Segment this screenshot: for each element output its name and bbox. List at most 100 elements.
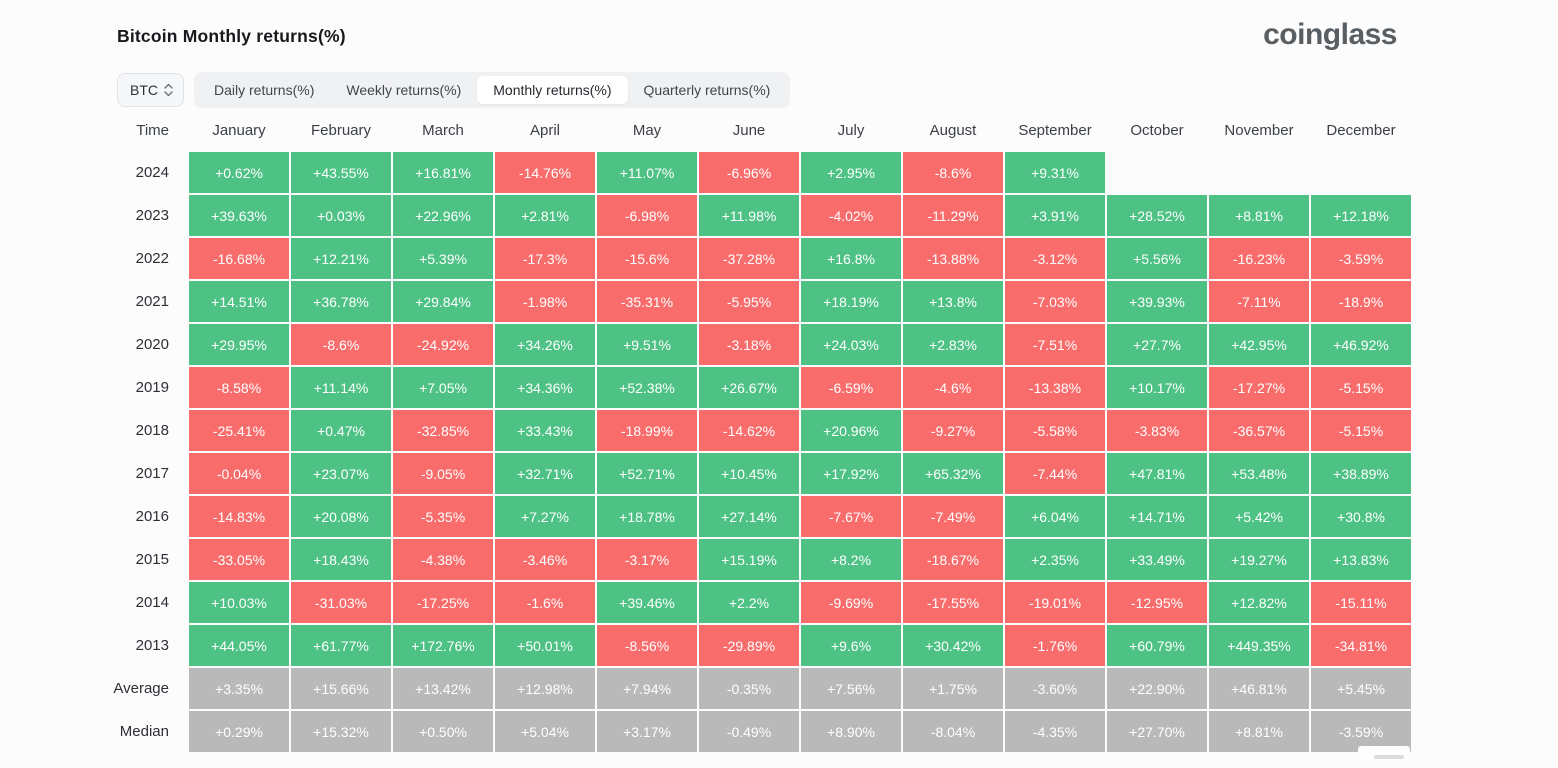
return-cell: -8.58% <box>189 367 289 408</box>
return-cell: +1.75% <box>903 668 1003 709</box>
return-cell: -4.38% <box>393 539 493 580</box>
month-column-header: July <box>837 121 865 139</box>
return-cell: +6.04% <box>1005 496 1105 537</box>
table-row: 2014 +10.03% -31.03% -17.25% -1.6% +39.46% +2.… <box>72 582 1411 623</box>
return-cell: -35.31% <box>597 281 697 322</box>
return-cell: +18.78% <box>597 496 697 537</box>
return-cell: -8.6% <box>291 324 391 365</box>
tab-quarterly[interactable]: Quarterly returns(%) <box>628 76 787 104</box>
return-cell: -1.98% <box>495 281 595 322</box>
return-cell <box>1311 152 1411 193</box>
return-cell: +12.98% <box>495 668 595 709</box>
return-cell: -7.44% <box>1005 453 1105 494</box>
return-cell <box>1209 152 1309 193</box>
return-cell: -5.95% <box>699 281 799 322</box>
return-cell: +44.05% <box>189 625 289 666</box>
row-label: 2013 <box>135 637 169 654</box>
return-cell: -3.12% <box>1005 238 1105 279</box>
return-cell: +5.45% <box>1311 668 1411 709</box>
return-cell: +12.82% <box>1209 582 1309 623</box>
return-cell: +5.56% <box>1107 238 1207 279</box>
return-cell: +7.05% <box>393 367 493 408</box>
month-column-header: March <box>422 121 464 139</box>
return-cell: -14.83% <box>189 496 289 537</box>
return-cell: +0.47% <box>291 410 391 451</box>
table-row: 2017 -0.04% +23.07% -9.05% +32.71% +52.71% +10… <box>72 453 1411 494</box>
month-column-header: April <box>529 121 560 139</box>
return-cell: +29.95% <box>189 324 289 365</box>
return-cell: -9.27% <box>903 410 1003 451</box>
return-cell: +3.91% <box>1005 195 1105 236</box>
return-cell: -6.59% <box>801 367 901 408</box>
return-cell: +26.67% <box>699 367 799 408</box>
return-cell: -16.23% <box>1209 238 1309 279</box>
return-cell: -5.35% <box>393 496 493 537</box>
return-cell: -14.62% <box>699 410 799 451</box>
return-cell: +13.83% <box>1311 539 1411 580</box>
return-cell: -33.05% <box>189 539 289 580</box>
return-cell: +14.51% <box>189 281 289 322</box>
return-cell: -8.56% <box>597 625 697 666</box>
return-cell: +11.14% <box>291 367 391 408</box>
row-label: 2014 <box>135 594 169 611</box>
return-cell: -34.81% <box>1311 625 1411 666</box>
month-column-header: May <box>632 121 662 139</box>
row-label: 2018 <box>135 422 169 439</box>
return-cell: +19.27% <box>1209 539 1309 580</box>
return-cell: -16.68% <box>189 238 289 279</box>
return-cell: -11.29% <box>903 195 1003 236</box>
row-label: Average <box>113 680 169 697</box>
return-cell: +52.38% <box>597 367 697 408</box>
return-cell: +12.18% <box>1311 195 1411 236</box>
return-cell: -3.18% <box>699 324 799 365</box>
month-column-header: January <box>212 121 266 139</box>
tab-weekly[interactable]: Weekly returns(%) <box>330 76 477 104</box>
return-cell: -6.98% <box>597 195 697 236</box>
return-cell: -0.35% <box>699 668 799 709</box>
return-cell: -15.6% <box>597 238 697 279</box>
return-cell: -13.88% <box>903 238 1003 279</box>
return-cell: +5.42% <box>1209 496 1309 537</box>
tab-daily[interactable]: Daily returns(%) <box>198 76 330 104</box>
symbol-select[interactable]: BTC <box>117 73 184 107</box>
return-cell: -13.38% <box>1005 367 1105 408</box>
month-column-header: November <box>1224 121 1294 139</box>
table-row: 2024 +0.62% +43.55% +16.81% -14.76% +11.07% -6… <box>72 152 1411 193</box>
table-row: 2021 +14.51% +36.78% +29.84% -1.98% -35.31% -5… <box>72 281 1411 322</box>
returns-period-tabs: Daily returns(%) Weekly returns(%) Monthly… <box>194 72 791 108</box>
return-cell: -6.96% <box>699 152 799 193</box>
return-cell: +17.92% <box>801 453 901 494</box>
return-cell: +52.71% <box>597 453 697 494</box>
row-label: 2024 <box>135 164 169 181</box>
return-cell: -18.99% <box>597 410 697 451</box>
return-cell: +7.94% <box>597 668 697 709</box>
page-title: Bitcoin Monthly returns(%) <box>117 26 346 46</box>
month-column-header: September <box>1018 121 1092 139</box>
return-cell: +60.79% <box>1107 625 1207 666</box>
coinglass-logo: coinglass <box>1263 18 1397 51</box>
return-cell: -19.01% <box>1005 582 1105 623</box>
return-cell: +8.90% <box>801 711 901 752</box>
return-cell: +9.6% <box>801 625 901 666</box>
tab-monthly[interactable]: Monthly returns(%) <box>477 76 628 104</box>
return-cell: -8.6% <box>903 152 1003 193</box>
return-cell: +34.36% <box>495 367 595 408</box>
return-cell: +12.21% <box>291 238 391 279</box>
return-cell: +2.83% <box>903 324 1003 365</box>
return-cell: +27.70% <box>1107 711 1207 752</box>
return-cell: +0.50% <box>393 711 493 752</box>
return-cell: -7.03% <box>1005 281 1105 322</box>
return-cell: +47.81% <box>1107 453 1207 494</box>
return-cell: +9.51% <box>597 324 697 365</box>
return-cell: +14.71% <box>1107 496 1207 537</box>
return-cell: +24.03% <box>801 324 901 365</box>
return-cell: +27.14% <box>699 496 799 537</box>
table-row: 2016 -14.83% +20.08% -5.35% +7.27% +18.78% +27… <box>72 496 1411 537</box>
return-cell: -1.6% <box>495 582 595 623</box>
return-cell: +39.46% <box>597 582 697 623</box>
return-cell: -3.59% <box>1311 238 1411 279</box>
row-label: 2016 <box>135 508 169 525</box>
return-cell: +3.17% <box>597 711 697 752</box>
row-label: Median <box>119 723 169 740</box>
